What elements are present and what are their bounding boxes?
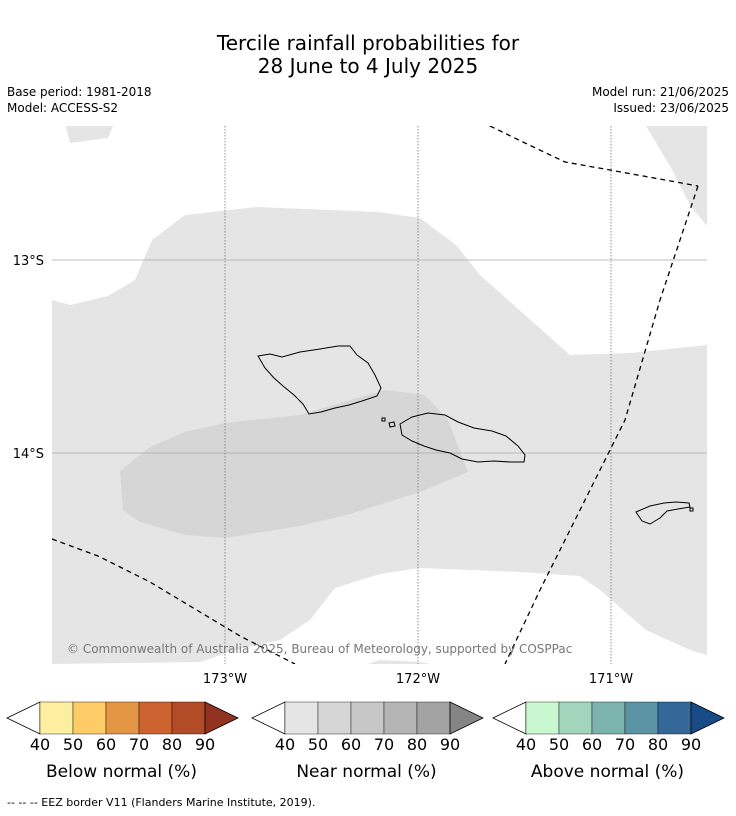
colorbar-near-tick-label: 70 [374, 735, 394, 754]
colorbar-label-above: Above normal (%) [530, 762, 685, 782]
colorbar-below-tick-label: 80 [162, 735, 182, 754]
near-normal-40-50-top-left [66, 126, 113, 143]
colorbar-above-segment [591, 701, 626, 735]
colorbar-near-tick-label: 80 [407, 735, 427, 754]
eez-border-southwest [52, 538, 296, 664]
colorbar-near-tick-label: 60 [341, 735, 361, 754]
aunuu-island [689, 507, 694, 512]
colorbar-below-segment [138, 701, 173, 735]
near-normal-40-50-bottom [368, 660, 430, 664]
colorbar-below-right-extension [204, 701, 239, 735]
colorbar-above-right-extension [690, 701, 725, 735]
colorbar-above-tick-label: 90 [681, 735, 701, 754]
savaii-island [257, 345, 382, 415]
colorbar-below-segment [39, 701, 74, 735]
lat-label-13s: 13°S [13, 254, 44, 269]
colorbar-near-tick-label: 50 [308, 735, 328, 754]
issued-date: Issued: 23/06/2025 [613, 101, 729, 115]
colorbar-near-segment [383, 701, 418, 735]
colorbar-below-segment [171, 701, 206, 735]
colorbar-above-segment [624, 701, 659, 735]
chart-title-line2: 28 June to 4 July 2025 [257, 54, 479, 78]
colorbar-below-tick-label: 60 [96, 735, 116, 754]
colorbar-near-tick-label: 90 [440, 735, 460, 754]
lon-label-171w: 171°W [589, 672, 633, 687]
colorbar-near-left-extension [251, 701, 286, 735]
colorbar-near-segment [317, 701, 352, 735]
graticule [52, 126, 707, 664]
lon-label-172w: 172°W [396, 672, 440, 687]
eez-borders [52, 126, 699, 664]
colorbar-above-tick-label: 60 [582, 735, 602, 754]
eez-footnote: -- -- -- EEZ border V11 (Flanders Marine… [7, 796, 316, 809]
colorbar-near-right-extension [449, 701, 484, 735]
colorbar-near-segment [350, 701, 385, 735]
colorbar-above-segment [558, 701, 593, 735]
colorbar-above-tick-label: 80 [648, 735, 668, 754]
lon-label-173w: 173°W [203, 672, 247, 687]
colorbar-above-tick-label: 50 [549, 735, 569, 754]
manono-island [388, 421, 396, 428]
colorbar-below-tick-label: 70 [129, 735, 149, 754]
chart-title-line1: Tercile rainfall probabilities for [216, 31, 520, 55]
islands [257, 345, 694, 525]
apolima-island [381, 417, 386, 422]
colorbar-below-left-extension [6, 701, 41, 735]
near-normal-50-60-region [120, 390, 468, 538]
colorbar-below-tick-label: 50 [63, 735, 83, 754]
colorbar-near-segment [416, 701, 451, 735]
model-run: Model run: 21/06/2025 [591, 85, 729, 99]
map-area: © Commonwealth of Australia 2025, Bureau… [52, 126, 707, 664]
colorbar-near-tick-label: 40 [275, 735, 295, 754]
tutuila-island [635, 501, 691, 525]
eez-border-north [489, 126, 699, 187]
colorbar-near-segment [284, 701, 319, 735]
base-period: Base period: 1981-2018 [7, 85, 152, 99]
colorbars: 40 50 60 70 80 90 40 50 60 70 80 90 40 50 60 70 80 90 [6, 701, 725, 754]
colorbar-above-tick-label: 40 [516, 735, 536, 754]
eez-border-east [504, 185, 699, 664]
colorbar-label-below: Below normal (%) [46, 762, 197, 782]
colorbar-below-tick-label: 40 [30, 735, 50, 754]
colorbar-above-left-extension [492, 701, 527, 735]
upolu-island [399, 412, 526, 463]
model-name: Model: ACCESS-S2 [7, 101, 119, 115]
colorbar-below-tick-label: 90 [195, 735, 215, 754]
colorbar-above-segment [657, 701, 692, 735]
copyright-text: © Commonwealth of Australia 2025, Bureau… [67, 642, 572, 656]
colorbar-label-near: Near normal (%) [296, 762, 437, 782]
colorbar-below-segment [105, 701, 140, 735]
colorbar-above-tick-label: 70 [615, 735, 635, 754]
colorbar-above-segment [525, 701, 560, 735]
lat-label-14s: 14°S [13, 447, 44, 462]
colorbar-below-segment [72, 701, 107, 735]
near-normal-40-50-top-right [646, 126, 707, 226]
